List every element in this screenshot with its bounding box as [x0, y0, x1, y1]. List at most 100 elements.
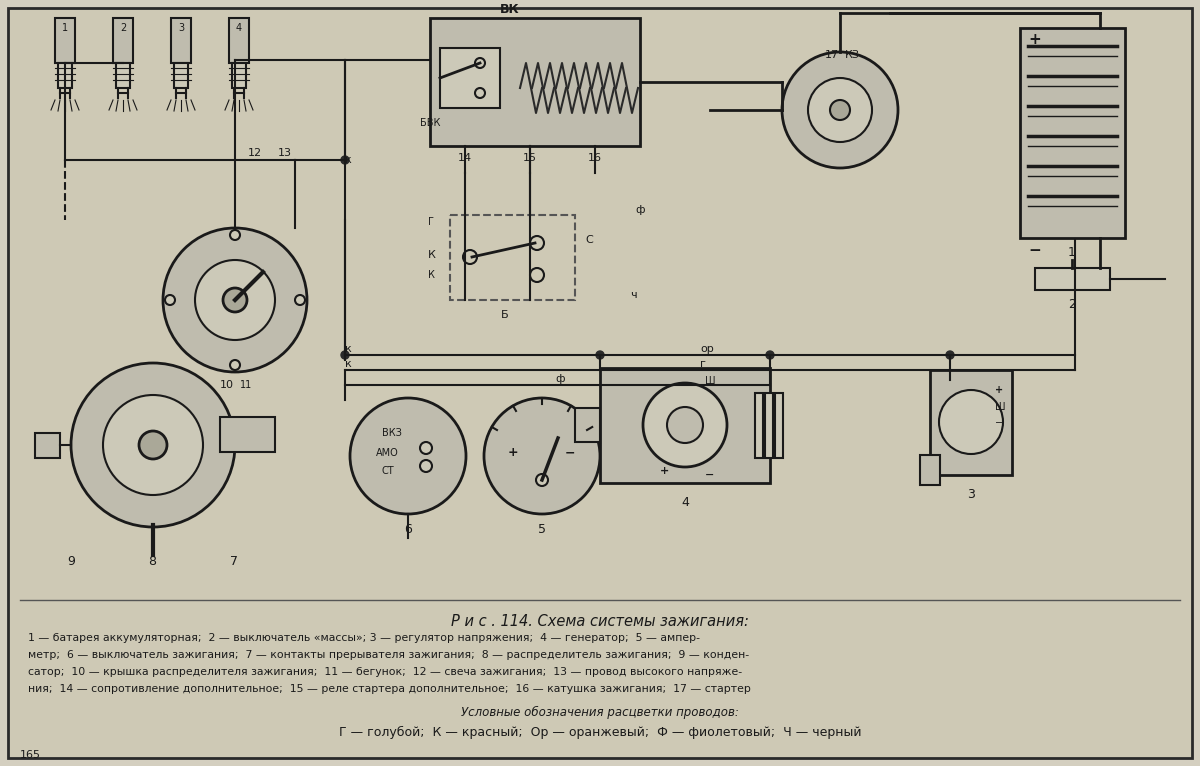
Text: К: К — [428, 270, 434, 280]
Bar — [232, 63, 246, 88]
Circle shape — [163, 228, 307, 372]
Text: 165: 165 — [20, 750, 41, 760]
Circle shape — [596, 351, 604, 359]
Text: 5: 5 — [538, 523, 546, 536]
Circle shape — [536, 474, 548, 486]
Bar — [174, 63, 188, 88]
Text: ф: ф — [635, 205, 644, 215]
Bar — [766, 393, 773, 458]
Text: 1: 1 — [1068, 246, 1076, 259]
Text: ф: ф — [554, 374, 564, 384]
Bar — [113, 18, 133, 63]
Bar — [116, 63, 130, 88]
Bar — [58, 63, 72, 88]
Text: к: к — [346, 344, 352, 354]
Circle shape — [139, 431, 167, 459]
Bar — [1034, 268, 1110, 290]
Bar — [600, 368, 770, 483]
Circle shape — [350, 398, 466, 514]
Text: +: + — [1028, 32, 1040, 47]
Text: ор: ор — [700, 344, 714, 354]
Circle shape — [166, 295, 175, 305]
Text: г: г — [700, 359, 706, 369]
Bar — [229, 18, 250, 63]
Text: Условные обозначения расцветки проводов:: Условные обозначения расцветки проводов: — [461, 706, 739, 719]
Text: сатор;  10 — крышка распределителя зажигания;  11 — бегунок;  12 — свеча зажиган: сатор; 10 — крышка распределителя зажига… — [28, 667, 742, 677]
Bar — [775, 393, 784, 458]
Circle shape — [643, 383, 727, 467]
Bar — [575, 408, 600, 442]
Text: 6: 6 — [404, 523, 412, 536]
Text: 14: 14 — [458, 153, 472, 163]
Circle shape — [484, 398, 600, 514]
Text: ния;  14 — сопротивление дополнительное;  15 — реле стартера дополнительное;  16: ния; 14 — сопротивление дополнительное; … — [28, 684, 751, 694]
Circle shape — [223, 288, 247, 312]
Text: 1 — батарея аккумуляторная;  2 — выключатель «массы»; 3 — регулятор напряжения; : 1 — батарея аккумуляторная; 2 — выключат… — [28, 633, 700, 643]
Circle shape — [230, 360, 240, 370]
Circle shape — [341, 156, 349, 164]
Text: Г: Г — [428, 217, 434, 227]
Text: −: − — [1028, 243, 1040, 258]
Text: 8: 8 — [148, 555, 156, 568]
Circle shape — [295, 295, 305, 305]
Text: 15: 15 — [523, 153, 538, 163]
Text: АМО: АМО — [376, 448, 398, 458]
Text: 10: 10 — [220, 380, 234, 390]
Circle shape — [103, 395, 203, 495]
Circle shape — [782, 52, 898, 168]
Text: 3: 3 — [178, 23, 184, 33]
Circle shape — [71, 363, 235, 527]
Text: 4: 4 — [236, 23, 242, 33]
Circle shape — [946, 351, 954, 359]
Circle shape — [230, 230, 240, 240]
Bar — [430, 18, 640, 146]
Bar — [450, 215, 575, 300]
Text: метр;  6 — выключатель зажигания;  7 — контакты прерывателя зажигания;  8 — расп: метр; 6 — выключатель зажигания; 7 — кон… — [28, 650, 749, 660]
Text: БВК: БВК — [420, 118, 440, 128]
Text: +: + — [660, 466, 670, 476]
Circle shape — [341, 351, 349, 359]
Bar — [35, 433, 60, 458]
Bar — [220, 417, 275, 452]
Text: ВКЗ: ВКЗ — [382, 428, 402, 438]
Text: 1: 1 — [62, 23, 68, 33]
Text: 12: 12 — [248, 148, 262, 158]
Bar — [440, 48, 500, 108]
Circle shape — [667, 407, 703, 443]
Text: Р и с . 114. Схема системы зажигания:: Р и с . 114. Схема системы зажигания: — [451, 614, 749, 629]
Text: К: К — [428, 250, 436, 260]
Circle shape — [940, 390, 1003, 454]
Bar — [930, 370, 1012, 475]
Circle shape — [194, 260, 275, 340]
Text: Ш: Ш — [995, 402, 1006, 412]
Circle shape — [830, 100, 850, 120]
Text: −: − — [565, 446, 576, 459]
Circle shape — [808, 78, 872, 142]
Text: 4: 4 — [682, 496, 689, 509]
Text: к: к — [346, 359, 352, 369]
Text: 2: 2 — [1068, 298, 1076, 311]
Bar — [920, 455, 940, 485]
Text: С: С — [586, 235, 593, 245]
Text: 7: 7 — [230, 555, 238, 568]
Text: СТ: СТ — [382, 466, 395, 476]
Text: −: − — [995, 418, 1003, 428]
Text: ВК: ВК — [500, 3, 520, 16]
Text: 17: 17 — [826, 50, 839, 60]
Circle shape — [420, 442, 432, 454]
Text: 11: 11 — [240, 380, 252, 390]
Text: к: к — [346, 155, 352, 165]
Text: Г — голубой;  К — красный;  Ор — оранжевый;  Ф — фиолетовый;  Ч — черный: Г — голубой; К — красный; Ор — оранжевый… — [338, 726, 862, 739]
Text: ч: ч — [630, 290, 637, 300]
Circle shape — [766, 351, 774, 359]
Circle shape — [420, 460, 432, 472]
Text: 3: 3 — [967, 488, 974, 501]
Bar — [755, 393, 763, 458]
Text: 13: 13 — [278, 148, 292, 158]
Text: +: + — [995, 385, 1003, 395]
Text: 9: 9 — [67, 555, 74, 568]
Text: Ш: Ш — [706, 376, 715, 386]
Bar — [55, 18, 74, 63]
Text: 16: 16 — [588, 153, 602, 163]
Text: +: + — [508, 446, 518, 459]
